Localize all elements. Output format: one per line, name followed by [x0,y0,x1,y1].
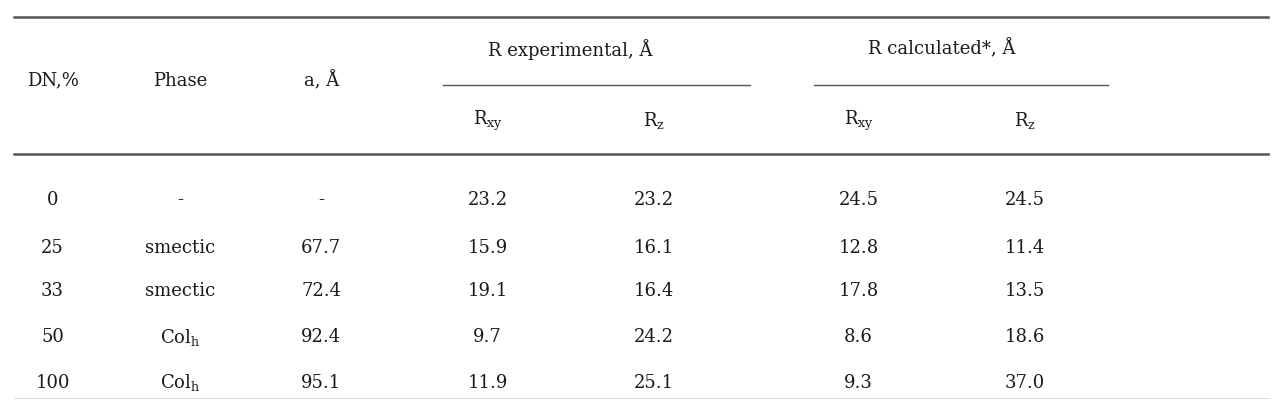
Text: 24.2: 24.2 [633,328,674,346]
Text: R calculated*, Å: R calculated*, Å [868,39,1015,59]
Text: R experimental, Å: R experimental, Å [488,38,653,60]
Text: 19.1: 19.1 [468,282,508,300]
Text: 17.8: 17.8 [838,282,878,300]
Text: 13.5: 13.5 [1005,282,1045,300]
Text: 25.1: 25.1 [633,374,674,392]
Text: Col$_\mathregular{h}$: Col$_\mathregular{h}$ [160,326,201,348]
Text: smectic: smectic [145,239,215,257]
Text: a, Å: a, Å [304,71,338,91]
Text: 9.3: 9.3 [844,374,873,392]
Text: 33: 33 [41,282,64,300]
Text: 24.5: 24.5 [838,191,878,209]
Text: 11.4: 11.4 [1005,239,1045,257]
Text: 50: 50 [41,328,64,346]
Text: 18.6: 18.6 [1005,328,1045,346]
Text: 23.2: 23.2 [633,191,674,209]
Text: 9.7: 9.7 [473,328,501,346]
Text: 23.2: 23.2 [468,191,508,209]
Text: Phase: Phase [154,72,208,90]
Text: R$_\mathregular{xy}$: R$_\mathregular{xy}$ [473,108,503,133]
Text: 0: 0 [47,191,58,209]
Text: 37.0: 37.0 [1005,374,1045,392]
Text: 92.4: 92.4 [301,328,341,346]
Text: 15.9: 15.9 [468,239,508,257]
Text: 8.6: 8.6 [844,328,873,346]
Text: 100: 100 [36,374,69,392]
Text: R$_\mathregular{z}$: R$_\mathregular{z}$ [642,110,665,131]
Text: 67.7: 67.7 [301,239,341,257]
Text: Col$_\mathregular{h}$: Col$_\mathregular{h}$ [160,372,201,393]
Text: 16.4: 16.4 [633,282,674,300]
Text: -: - [177,191,183,209]
Text: 11.9: 11.9 [468,374,508,392]
Text: 95.1: 95.1 [301,374,341,392]
Text: 72.4: 72.4 [301,282,341,300]
Text: DN,%: DN,% [27,72,78,90]
Text: 16.1: 16.1 [633,239,674,257]
Text: -: - [318,191,324,209]
Text: R$_\mathregular{z}$: R$_\mathregular{z}$ [1014,110,1036,131]
Text: 25: 25 [41,239,64,257]
Text: 24.5: 24.5 [1005,191,1045,209]
Text: smectic: smectic [145,282,215,300]
Text: 12.8: 12.8 [838,239,878,257]
Text: R$_\mathregular{xy}$: R$_\mathregular{xy}$ [844,108,873,133]
